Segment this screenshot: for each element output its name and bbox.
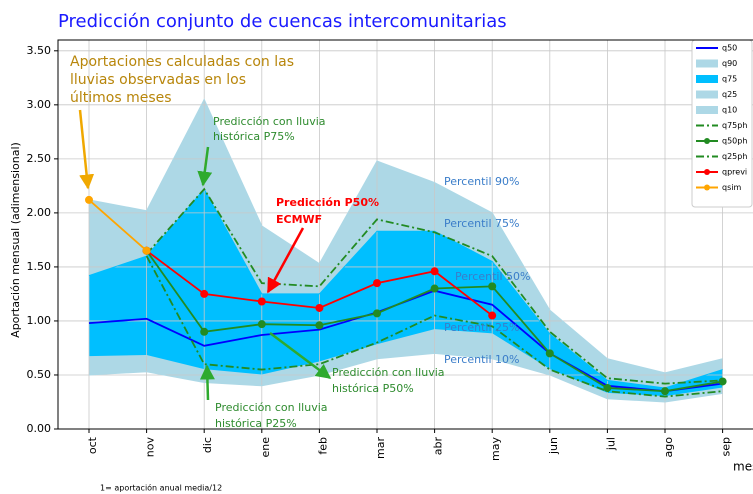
annotation: Predicción con lluvia [332,366,445,379]
y-tick-label: 2.00 [27,206,52,219]
series-marker [488,311,497,320]
legend-marker [704,138,710,144]
series-line [88,329,723,398]
annotation-arrow [197,146,213,187]
annotation: Percentil 10% [444,353,519,366]
x-tick-label: may [489,437,502,461]
legend-label: q25 [722,90,737,99]
legend-marker [704,169,710,175]
series-marker [603,383,612,392]
legend-label: q25ph [722,152,747,161]
series-line [88,199,148,252]
annotations: Aportaciones calculadas con las lluvias o… [70,54,530,430]
legend-swatch [696,75,718,83]
x-tick-label: ene [259,437,272,458]
annotation-arrow [78,109,95,190]
y-tick-label: 3.50 [27,44,52,57]
legend-label: q75 [722,75,737,84]
y-tick-label: 1.50 [27,260,52,273]
y-tick-label: 3.00 [27,98,52,111]
legend-marker [704,184,710,191]
x-tick-label: ago [662,437,675,458]
annotation-arrow [266,227,305,294]
annotation: histórica P75% [213,130,295,143]
series-marker [257,297,266,306]
axes-frame [57,39,753,430]
annotation: Predicción con lluvia [213,115,326,128]
series-marker [718,377,727,386]
series-line [88,98,723,374]
annotation: Aportaciones calculadas con las [70,54,294,70]
series-marker [142,246,151,255]
x-tick-label: jun [547,437,560,455]
y-axis-label: Aportación mensual (adimensional) [9,142,22,338]
annotation: lluvias observadas en los [70,72,246,88]
x-tick-label: dic [201,437,214,453]
x-tick-label: abr [432,437,445,456]
x-tick-label: nov [144,437,157,458]
annotation: Predicción P50% [276,196,379,209]
series-line [88,352,723,403]
annotation: histórica P25% [215,417,297,430]
series-marker [200,289,209,298]
series-marker [545,349,554,358]
annotation: Percentil 50% [455,270,530,283]
x-tick-label: mar [374,437,387,459]
legend-label: q75ph [722,121,747,130]
series-marker [373,309,381,318]
band-fill [89,189,723,397]
legend-swatch [696,59,718,68]
legend: q50 q90 q75 q25 q10 q75ph q50ph q25ph qprevi qsim [691,39,753,208]
series-marker [315,321,324,330]
series-line [145,255,723,398]
x-tick-label: jul [604,437,617,451]
annotation-arrow [199,364,215,401]
series-marker [430,267,439,276]
plot-area [58,40,753,429]
series-marker [430,284,439,293]
series-line [88,188,723,389]
legend-label: q50 [722,44,737,53]
annotation: ECMWF [276,213,322,226]
legend-swatch [696,106,718,114]
series-marker [661,387,669,396]
x-axis-label: mes [733,460,753,474]
legend-label: q90 [722,59,737,68]
y-tick-label: 2.50 [27,152,52,165]
legend-label: q50ph [722,137,747,146]
annotation: histórica P50% [332,382,414,395]
series-line [145,187,723,385]
annotation: Percentil 25% [444,321,519,334]
y-tick-label: 0.00 [27,422,52,435]
legend-label: q10 [722,106,737,115]
series-marker [373,279,381,288]
annotation: Percentil 90% [444,175,519,188]
y-tick-label: 0.50 [27,368,52,381]
y-tick-label: 1.00 [27,314,52,327]
annotation: Predicción con lluvia [215,401,328,414]
x-tick-label: sep [720,437,733,456]
series-marker [85,195,93,204]
series-marker [488,282,497,291]
series-marker [200,327,209,336]
annotation-arrow [269,332,332,379]
chart-title: Predicción conjunto de cuencas intercomu… [58,11,507,32]
legend-swatch [696,90,718,99]
legend-label: qprevi [722,168,747,177]
x-tick-label: oct [86,436,99,454]
series-marker [315,303,324,312]
footnote: 1= aportación anual media/12 [100,483,222,493]
annotation: últimos meses [70,90,172,106]
series-marker [257,320,266,329]
x-tick-label: feb [316,437,329,455]
annotation: Percentil 75% [444,217,519,230]
legend-label: qsim [722,183,741,192]
